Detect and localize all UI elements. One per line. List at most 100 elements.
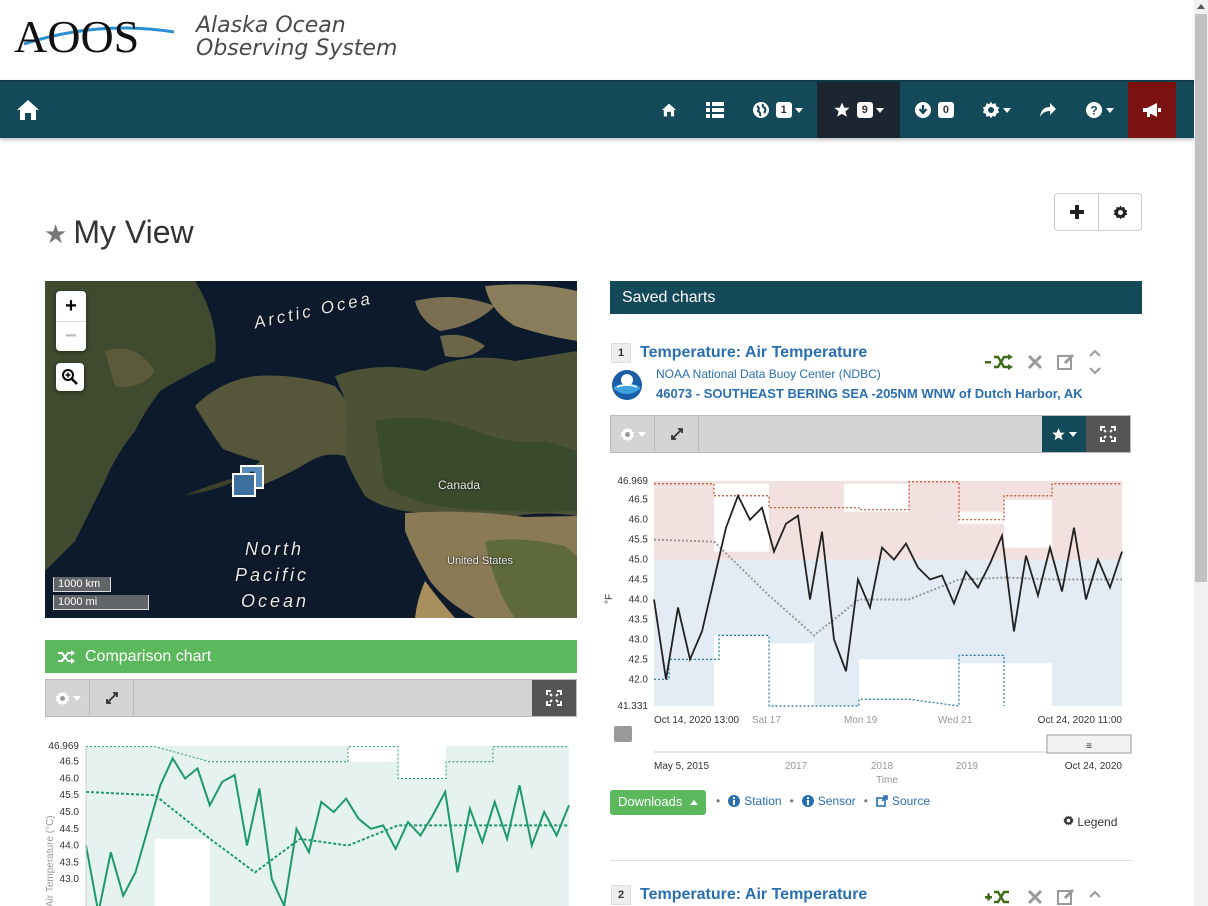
record-envelope-gap bbox=[714, 635, 769, 706]
map-basemap bbox=[45, 281, 577, 618]
expand-button[interactable] bbox=[90, 680, 134, 716]
chart-settings-button[interactable] bbox=[46, 680, 90, 716]
y-tick-label: 41.331 bbox=[617, 701, 648, 712]
comparison-chart-plot[interactable]: 46.969 46.5 46.0 45.5 45.0 44.5 44.0 43.5 43.0 Ai… bbox=[45, 735, 577, 906]
page-scrollbar[interactable] bbox=[1194, 0, 1208, 906]
record-envelope-gap bbox=[769, 643, 814, 706]
star-icon: ★ bbox=[44, 219, 68, 249]
zoom-out-button[interactable]: − bbox=[56, 321, 86, 351]
plus-compare-icon[interactable] bbox=[985, 888, 1013, 906]
plus-icon bbox=[1069, 205, 1084, 219]
comparison-y-axis-label: Air Temperature (°C) bbox=[45, 815, 56, 906]
chart-links: • Station • Sensor • Source bbox=[708, 794, 930, 808]
x-tick-label: Wed 21 bbox=[938, 715, 973, 726]
legend-label: Legend bbox=[1077, 815, 1118, 829]
add-button[interactable] bbox=[1055, 194, 1098, 230]
record-envelope-gap bbox=[859, 659, 959, 706]
map-label-us: United States bbox=[447, 555, 514, 567]
nav-share-button[interactable] bbox=[1025, 82, 1071, 138]
nav-menu: 1 9 0 ? bbox=[646, 82, 1176, 138]
reorder-arrows-icon[interactable] bbox=[1089, 890, 1101, 904]
reorder-arrows-icon[interactable] bbox=[1089, 349, 1101, 375]
scale-mi: 1000 mi bbox=[53, 595, 149, 610]
fullscreen-icon bbox=[546, 690, 562, 706]
record-envelope-gap bbox=[1004, 499, 1052, 548]
brand-name-line2: Observing System bbox=[196, 36, 398, 61]
aoos-logo[interactable]: AOOS bbox=[14, 10, 182, 62]
y-tick-label: 42.0 bbox=[629, 674, 649, 685]
comparison-envelope-gap bbox=[155, 838, 210, 906]
chart-settings-button[interactable] bbox=[611, 416, 655, 452]
nav-announcements-button[interactable] bbox=[1128, 82, 1176, 138]
station-name[interactable]: 46073 - SOUTHEAST BERING SEA -205NM WNW … bbox=[656, 386, 1083, 401]
nav-layers-button[interactable]: 1 bbox=[738, 82, 817, 138]
edit-icon[interactable] bbox=[1057, 353, 1075, 371]
source-link-label: Source bbox=[892, 794, 931, 808]
station-marker[interactable] bbox=[232, 473, 256, 497]
navigator-grip-icon: ≡ bbox=[1086, 741, 1092, 752]
record-low-line bbox=[654, 634, 1005, 707]
caret-down-icon bbox=[1106, 107, 1114, 113]
gear-icon bbox=[982, 101, 1000, 119]
source-link[interactable]: Source bbox=[876, 794, 930, 808]
nav-catalog-button[interactable] bbox=[692, 82, 738, 138]
calendar-icon bbox=[614, 726, 632, 742]
legend-toggle[interactable]: Legend bbox=[1063, 815, 1117, 829]
scroll-up-arrow-icon[interactable] bbox=[1197, 4, 1205, 9]
station-link-label: Station bbox=[744, 794, 782, 808]
brand-name-line1: Alaska Ocean bbox=[196, 13, 346, 38]
comparison-envelope-gap bbox=[398, 746, 446, 779]
scrollbar-thumb[interactable] bbox=[1195, 14, 1207, 582]
favorite-menu-button[interactable] bbox=[1042, 416, 1086, 452]
downloads-button[interactable]: Downloads bbox=[610, 790, 706, 815]
air-temperature-chart[interactable]: 46.969 46.5 46.0 45.5 45.0 44.5 44.0 43.5 43.0 42… bbox=[604, 470, 1134, 786]
station-link[interactable]: Station bbox=[728, 794, 782, 808]
y-tick-label: 42.5 bbox=[629, 654, 649, 665]
zoom-in-button[interactable]: + bbox=[65, 294, 77, 317]
gear-icon bbox=[620, 427, 634, 441]
view-actions bbox=[1054, 193, 1142, 231]
share-arrow-icon bbox=[1040, 103, 1056, 117]
nav-help-button[interactable]: ? bbox=[1071, 82, 1128, 138]
caret-up-icon bbox=[689, 800, 698, 806]
provider-name[interactable]: NOAA National Data Buoy Center (NDBC) bbox=[656, 367, 881, 381]
expand-button[interactable] bbox=[655, 416, 699, 452]
noaa-logo-icon bbox=[612, 370, 642, 400]
star-icon bbox=[1052, 427, 1065, 440]
map-label-pacific: Pacific bbox=[235, 565, 310, 585]
home-icon bbox=[661, 103, 676, 117]
toolbar-spacer bbox=[699, 416, 1042, 452]
svg-text:?: ? bbox=[1090, 104, 1097, 118]
y-tick-label: 44.5 bbox=[629, 575, 649, 586]
favorites-count-badge: 9 bbox=[856, 102, 873, 118]
home-icon[interactable] bbox=[14, 96, 42, 124]
nav-downloads-button[interactable]: 0 bbox=[900, 82, 968, 138]
fullscreen-button[interactable] bbox=[532, 680, 576, 716]
comparison-y-tick-label: 43.0 bbox=[60, 874, 80, 885]
fullscreen-button[interactable] bbox=[1086, 416, 1130, 452]
downloads-label: Downloads bbox=[618, 794, 683, 809]
comparison-record-line bbox=[86, 746, 569, 779]
view-settings-button[interactable] bbox=[1098, 194, 1141, 230]
nav-settings-button[interactable] bbox=[968, 82, 1025, 138]
chart-title-link[interactable]: Temperature: Air Temperature bbox=[640, 886, 868, 903]
comparison-y-tick-label: 45.0 bbox=[60, 807, 80, 818]
sensor-link-label: Sensor bbox=[817, 794, 856, 808]
zoom-control: + − bbox=[56, 291, 86, 351]
nav-home-button[interactable] bbox=[646, 82, 692, 138]
zoom-extent-button[interactable] bbox=[56, 363, 84, 391]
y-axis-unit: °F bbox=[604, 594, 615, 604]
comparison-envelope-gap bbox=[348, 746, 398, 762]
close-icon[interactable] bbox=[1027, 354, 1043, 370]
y-tick-label: 43.5 bbox=[629, 614, 649, 625]
chart-title-link[interactable]: Temperature: Air Temperature bbox=[640, 344, 868, 361]
sensor-link[interactable]: Sensor bbox=[801, 794, 856, 808]
toolbar-spacer bbox=[134, 680, 532, 716]
edit-icon[interactable] bbox=[1057, 888, 1075, 906]
close-icon[interactable] bbox=[1027, 889, 1043, 905]
minus-compare-icon[interactable] bbox=[985, 353, 1013, 371]
caret-down-icon bbox=[72, 695, 81, 701]
nav-favorites-button[interactable]: 9 bbox=[816, 82, 900, 138]
map-view[interactable]: Arctic Ocea Canada United States North P… bbox=[45, 281, 577, 618]
